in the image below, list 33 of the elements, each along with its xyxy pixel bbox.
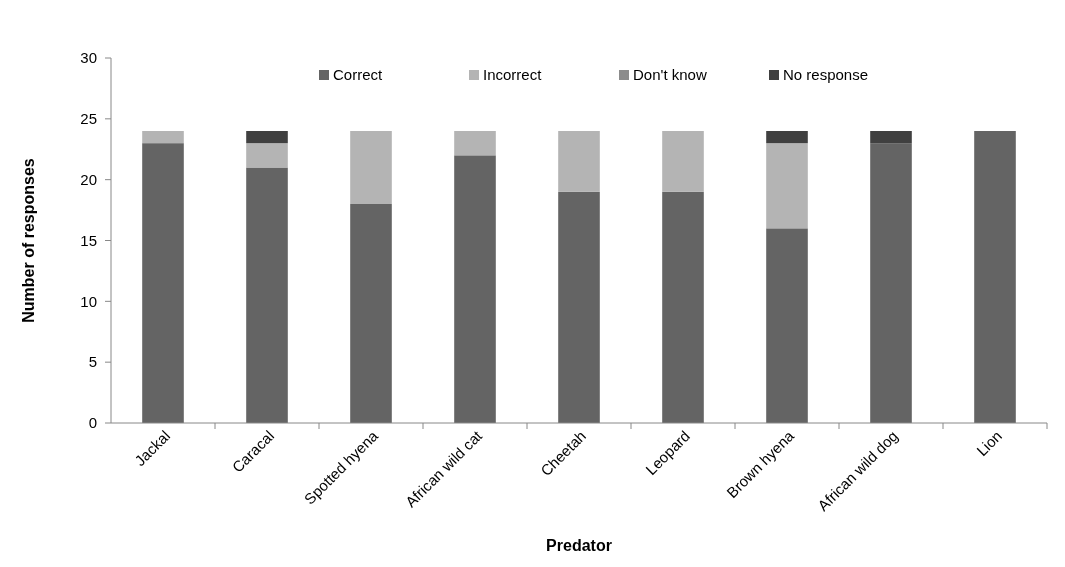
bar <box>454 131 496 156</box>
bar <box>974 131 1016 423</box>
y-tick-label: 15 <box>80 231 97 249</box>
legend-label: No response <box>783 66 869 83</box>
legend-label: Incorrect <box>483 66 543 83</box>
bar <box>662 191 704 423</box>
y-tick-label: 25 <box>80 110 97 128</box>
bar <box>766 143 808 229</box>
bar <box>558 131 600 192</box>
x-axis-title: Predator <box>546 537 612 554</box>
bar <box>350 131 392 204</box>
bar <box>662 131 704 192</box>
bar <box>766 228 808 423</box>
bar <box>766 131 808 144</box>
y-tick-label: 10 <box>80 292 97 310</box>
bar <box>246 143 288 168</box>
bar <box>142 143 184 423</box>
x-tick-label: Lion <box>973 427 1006 460</box>
y-tick-label: 30 <box>80 49 97 67</box>
bar <box>246 167 288 423</box>
y-tick-label: 0 <box>88 414 97 432</box>
bar <box>558 191 600 423</box>
bar <box>142 131 184 144</box>
y-tick-label: 5 <box>88 353 97 371</box>
legend-label: Correct <box>333 66 384 83</box>
bar <box>870 143 912 423</box>
y-tick-label: 20 <box>80 170 97 188</box>
bar <box>454 155 496 423</box>
bar <box>350 204 392 423</box>
y-axis-title: Number of responses <box>20 158 37 323</box>
bar <box>246 131 288 144</box>
bar <box>870 131 912 144</box>
legend-label: Don't know <box>633 66 707 83</box>
